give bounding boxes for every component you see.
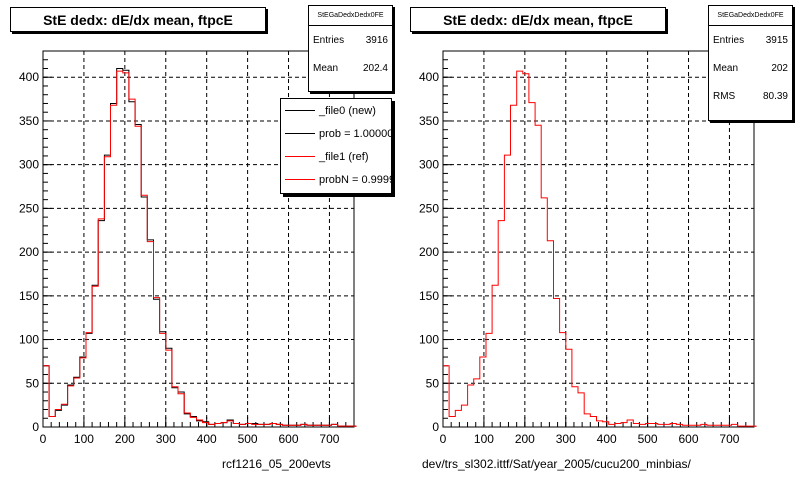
stats-label: Mean [713, 62, 739, 74]
x-tick-label: 200 [515, 432, 535, 446]
y-tick-label: 150 [19, 289, 39, 303]
x-caption-right-text: dev/trs_sl302.ittf/Sat/year_2005/cucu200… [422, 457, 691, 471]
stats-row-mean: Mean 202 [709, 54, 792, 82]
y-tick-label: 200 [19, 245, 39, 259]
chart-title-right-text: StE dedx: dE/dx mean, ftpcE [443, 11, 633, 28]
stats-label: Mean [313, 62, 339, 74]
y-tick-label: 100 [419, 333, 439, 347]
x-tick-label: 0 [440, 432, 447, 446]
legend-line [285, 179, 315, 180]
stats-box-left: StEGaDedxDedx0FE Entries 3916 Mean 202.4 [308, 5, 393, 92]
x-caption-right: dev/trs_sl302.ittf/Sat/year_2005/cucu200… [422, 457, 691, 471]
x-tick-label: 300 [156, 432, 176, 446]
legend-entry: probN = 0.999995 [281, 168, 391, 191]
x-tick-label: 700 [719, 432, 739, 446]
y-tick-label: 300 [19, 158, 39, 172]
stats-box-name: StEGaDedxDedx0FE [309, 6, 392, 26]
histogram-series [443, 70, 757, 427]
x-caption-left-text: rcf1216_05_200evts [222, 457, 331, 471]
y-tick-label: 100 [19, 333, 39, 347]
x-tick-label: 500 [638, 432, 658, 446]
legend-line [285, 133, 315, 134]
x-tick-label: 700 [319, 432, 339, 446]
chart-title-left-text: StE dedx: dE/dx mean, ftpcE [43, 11, 233, 28]
y-tick-label: 50 [26, 376, 40, 390]
stats-row-entries: Entries 3915 [709, 26, 792, 54]
legend-left: _file0 (new) prob = 1.000000 _file1 (ref… [280, 98, 392, 194]
stats-value: 202 [771, 62, 788, 74]
x-tick-label: 400 [597, 432, 617, 446]
x-tick-label: 400 [197, 432, 217, 446]
y-tick-label: 400 [19, 70, 39, 84]
y-tick-label: 50 [426, 376, 440, 390]
legend-line [285, 156, 315, 157]
legend-label: probN = 0.999995 [319, 173, 391, 186]
x-tick-label: 500 [238, 432, 258, 446]
x-tick-label: 600 [279, 432, 299, 446]
x-tick-label: 300 [556, 432, 576, 446]
legend-label: prob = 1.000000 [319, 127, 392, 140]
y-tick-label: 250 [19, 201, 39, 215]
stats-box-right: StEGaDedxDedx0FE Entries 3915 Mean 202 R… [708, 5, 793, 121]
legend-label: _file0 (new) [319, 104, 376, 117]
legend-entry: prob = 1.000000 [281, 122, 391, 145]
stats-value: 3916 [365, 34, 388, 46]
x-tick-label: 100 [474, 432, 494, 446]
stats-value: 80.39 [762, 90, 788, 102]
stats-row-rms: RMS 80.39 [709, 82, 792, 110]
stats-label: Entries [713, 34, 745, 46]
stats-box-name: StEGaDedxDedx0FE [709, 6, 792, 26]
x-tick-label: 200 [115, 432, 135, 446]
y-tick-label: 0 [32, 420, 39, 434]
chart-title-left: StE dedx: dE/dx mean, ftpcE [10, 7, 266, 32]
y-tick-label: 150 [419, 289, 439, 303]
stats-row-entries: Entries 3916 [309, 26, 392, 54]
stats-value: 202.4 [362, 62, 388, 74]
x-tick-label: 600 [679, 432, 699, 446]
y-tick-label: 250 [419, 201, 439, 215]
legend-entry: _file1 (ref) [281, 145, 391, 168]
x-tick-label: 100 [74, 432, 94, 446]
y-tick-label: 200 [419, 245, 439, 259]
legend-entry: _file0 (new) [281, 99, 391, 122]
chart-title-right: StE dedx: dE/dx mean, ftpcE [410, 7, 666, 32]
y-tick-label: 350 [19, 114, 39, 128]
stats-label: Entries [313, 34, 345, 46]
y-tick-label: 300 [419, 158, 439, 172]
y-tick-label: 0 [432, 420, 439, 434]
histogram-series [43, 70, 357, 427]
legend-line [285, 110, 315, 111]
legend-label: _file1 (ref) [319, 150, 369, 163]
stats-row-mean: Mean 202.4 [309, 54, 392, 82]
stats-value: 3915 [765, 34, 788, 46]
x-caption-left: rcf1216_05_200evts [222, 457, 331, 471]
y-tick-label: 400 [419, 70, 439, 84]
x-tick-label: 0 [40, 432, 47, 446]
stats-label: RMS [713, 90, 736, 102]
y-tick-label: 350 [419, 114, 439, 128]
